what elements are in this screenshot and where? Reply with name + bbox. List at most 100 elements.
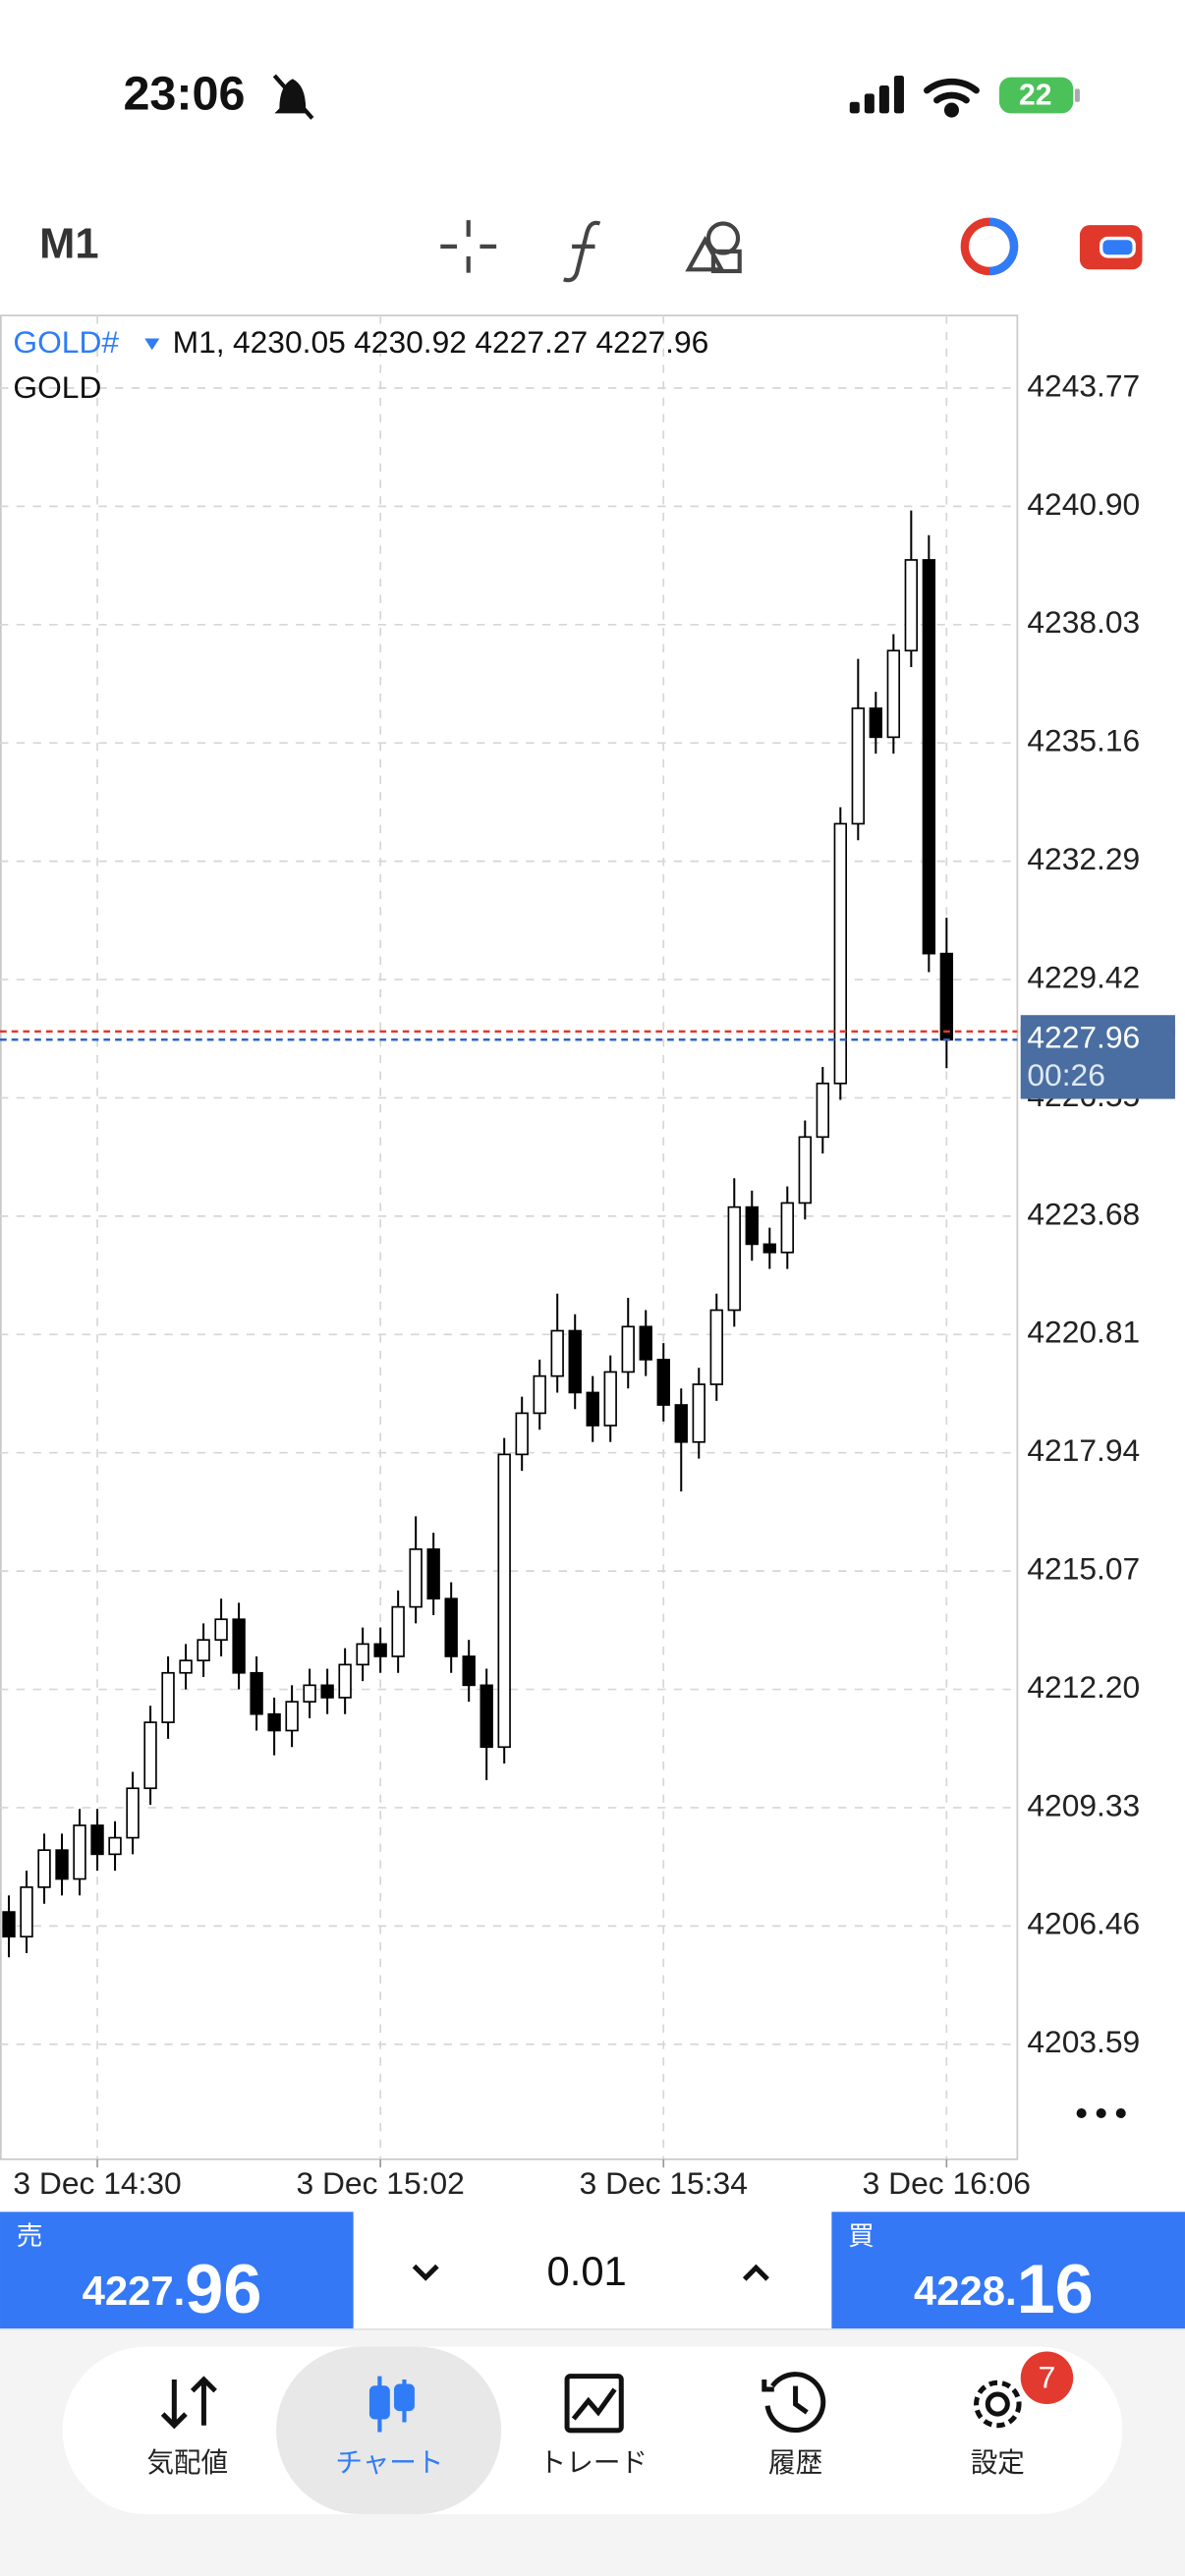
symbol-description: GOLD	[13, 369, 101, 405]
lot-decrease[interactable]	[412, 2264, 439, 2281]
candle-body	[73, 1824, 86, 1880]
nav-item[interactable]: 気配値	[146, 2447, 228, 2478]
candle-body	[798, 1136, 812, 1204]
trade-button[interactable]	[1079, 225, 1143, 270]
candle-body	[922, 559, 936, 955]
high-value: 4230.92	[354, 325, 467, 361]
candle-body	[515, 1412, 529, 1456]
candle-body	[939, 952, 954, 1041]
x-tick-label: 3 Dec 15:34	[580, 2165, 748, 2201]
candle-body	[55, 1849, 69, 1880]
candle-body	[780, 1202, 794, 1254]
y-tick-label: 4243.77	[1027, 367, 1140, 403]
candle-body	[285, 1701, 299, 1732]
chart-frame	[0, 314, 1019, 2160]
one-click-button[interactable]	[960, 217, 1019, 276]
settings-badge	[1020, 2351, 1074, 2405]
buy-price-main: 4228.	[914, 2268, 1017, 2314]
lot-size[interactable]: 0.01	[546, 2248, 626, 2294]
sell-button[interactable]	[0, 2212, 354, 2329]
nav-item[interactable]: 履歴	[768, 2447, 822, 2478]
x-tick-label: 3 Dec 15:02	[296, 2165, 464, 2201]
candle-body	[2, 1911, 16, 1938]
wifi-icon	[924, 78, 980, 118]
y-tick-label: 4223.68	[1027, 1196, 1140, 1231]
open-value: 4230.05	[233, 325, 346, 361]
candle-body	[550, 1329, 564, 1377]
nav-item[interactable]: トレード	[539, 2447, 648, 2478]
candle-body	[621, 1325, 635, 1373]
more-button[interactable]	[1076, 2107, 1126, 2119]
nav-active-pill	[276, 2346, 502, 2515]
candle-body	[250, 1671, 263, 1715]
timeframe-button[interactable]: M1	[39, 220, 98, 267]
symbol-menu-arrow[interactable]	[144, 338, 160, 351]
candle-body	[586, 1391, 599, 1427]
candle-body	[108, 1836, 122, 1856]
candle-body	[161, 1671, 175, 1723]
candle-body	[37, 1849, 51, 1888]
candle-body	[20, 1886, 33, 1938]
candle-body	[656, 1359, 670, 1406]
sell-price: 4227.96	[83, 2250, 262, 2327]
candle-body	[126, 1787, 140, 1839]
nav-item[interactable]: チャート	[335, 2447, 443, 2478]
candle-body	[303, 1684, 316, 1703]
y-tick-label: 4206.46	[1027, 1906, 1140, 1941]
candle-body	[497, 1453, 511, 1749]
y-tick-label: 4215.07	[1027, 1551, 1140, 1587]
chart-icon	[368, 2376, 415, 2433]
candle-body	[869, 707, 883, 739]
buy-price-big: 16	[1017, 2250, 1094, 2327]
candle-body	[232, 1618, 246, 1674]
trade-panel: 売 4227.96 買 4228.16 0.01	[0, 2212, 1185, 2330]
chart-overlay: 4243.77 4240.90 4238.03 4235.16 4232.29 4229.…	[13, 367, 1175, 2201]
y-tick-label: 4240.90	[1027, 486, 1140, 522]
crosshair-button[interactable]	[440, 220, 497, 273]
buy-button[interactable]	[831, 2212, 1185, 2329]
sell-price-main: 4227.	[83, 2268, 186, 2314]
x-tick-label: 3 Dec 14:30	[13, 2165, 181, 2201]
y-tick-label: 4212.20	[1027, 1669, 1140, 1705]
y-tick-label: 4238.03	[1027, 604, 1140, 640]
candle-body	[762, 1243, 776, 1254]
objects-button[interactable]	[685, 221, 742, 274]
bid-price-tag	[1020, 1015, 1175, 1099]
quotes-icon	[160, 2376, 217, 2430]
history-icon	[762, 2372, 826, 2433]
candle-body	[480, 1684, 493, 1749]
symbol[interactable]: GOLD#	[13, 325, 119, 361]
y-tick-label: 4232.29	[1027, 841, 1140, 876]
candle-body	[444, 1597, 458, 1657]
battery-icon: 22	[998, 77, 1080, 114]
low-value: 4227.27	[475, 325, 588, 361]
indicators-button[interactable]	[563, 220, 601, 283]
candle-body	[426, 1548, 440, 1600]
candle-body	[727, 1205, 741, 1312]
x-tick-label: 3 Dec 16:06	[863, 2165, 1031, 2201]
candle-body	[886, 649, 901, 739]
chart	[0, 314, 1019, 2160]
candle-body	[904, 559, 919, 652]
candle-body	[639, 1325, 652, 1361]
candle-body	[197, 1639, 210, 1661]
buy-label: 買	[848, 2221, 875, 2251]
candle-body	[851, 707, 866, 825]
battery-level: 22	[1019, 80, 1051, 112]
candle-body	[462, 1655, 476, 1687]
candle-body	[143, 1721, 157, 1790]
bid-price-label: 4227.96	[1027, 1020, 1140, 1055]
candle-body	[533, 1374, 546, 1415]
lot-increase[interactable]	[742, 2264, 769, 2281]
candle-body	[214, 1618, 228, 1642]
mute-icon	[272, 74, 314, 120]
y-tick-label: 4203.59	[1027, 2024, 1140, 2059]
ohlc-header: M1, 4230.05 4230.92 4227.27 4227.96	[173, 325, 709, 361]
candle-body	[674, 1404, 688, 1443]
close-value: 4227.96	[596, 325, 709, 361]
chart-header: GOLD#	[13, 325, 119, 361]
candle-body	[833, 822, 848, 1085]
nav-item[interactable]: 設定	[971, 2447, 1025, 2478]
candle-body	[320, 1684, 334, 1699]
